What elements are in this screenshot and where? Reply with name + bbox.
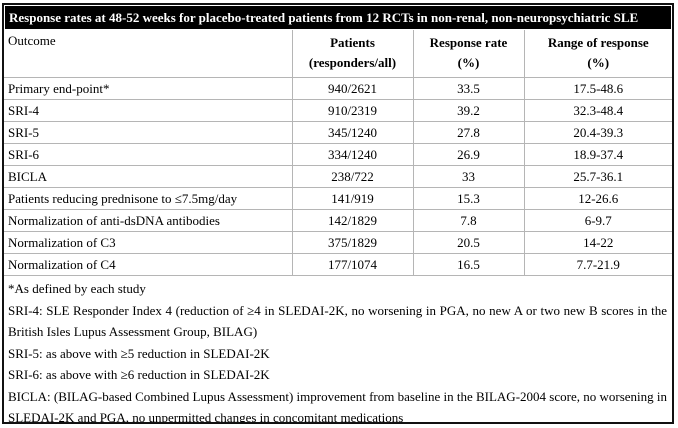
footnote-sri5: SRI-5: as above with ≥5 reduction in SLE…	[8, 345, 270, 361]
table-row: Patients reducing prednisone to ≤7.5mg/d…	[4, 187, 672, 210]
table-row: Normalization of C4 177/1074 16.5 7.7-21…	[4, 253, 672, 276]
table-container: Response rates at 48-52 weeks for placeb…	[2, 3, 674, 424]
column-header-unit: (%)	[457, 55, 480, 70]
patients-cell: 345/1240	[292, 121, 414, 144]
table-row: SRI-4 910/2319 39.2 32.3-48.4	[4, 99, 672, 122]
response-rate-cell: 26.9	[413, 143, 525, 166]
outcome-cell: Normalization of C3	[4, 231, 293, 254]
table-row: Primary end-point* 940/2621 33.5 17.5-48…	[4, 77, 672, 100]
patients-cell: 141/919	[292, 187, 414, 210]
column-header-label: Response rate	[429, 35, 508, 50]
column-header-unit: (responders/all)	[308, 55, 397, 70]
footnote-bicla: BICLA: (BILAG-based Combined Lupus Asses…	[8, 388, 667, 424]
patients-cell: 334/1240	[292, 143, 414, 166]
patients-cell: 238/722	[292, 165, 414, 188]
footnote-asterisk: *As defined by each study	[8, 281, 146, 296]
table-row: SRI-5 345/1240 27.8 20.4-39.3	[4, 121, 672, 144]
outcome-cell: Primary end-point*	[4, 77, 293, 100]
range-cell: 25.7-36.1	[524, 165, 672, 188]
header-row: Outcome Patients (responders/all) Respon…	[4, 30, 672, 78]
table-row: BICLA 238/722 33 25.7-36.1	[4, 165, 672, 188]
outcome-cell: Normalization of C4	[4, 253, 293, 276]
patients-cell: 375/1829	[292, 231, 414, 254]
column-header-outcome: Outcome	[4, 30, 293, 78]
outcome-cell: SRI-4	[4, 99, 293, 122]
response-rate-cell: 7.8	[413, 209, 525, 232]
range-cell: 17.5-48.6	[524, 77, 672, 100]
outcome-cell: BICLA	[4, 165, 293, 188]
response-rate-cell: 33.5	[413, 77, 525, 100]
range-cell: 6-9.7	[524, 209, 672, 232]
table-row: SRI-6 334/1240 26.9 18.9-37.4	[4, 143, 672, 166]
range-cell: 18.9-37.4	[524, 143, 672, 166]
table-row: Normalization of anti-dsDNA antibodies 1…	[4, 209, 672, 232]
patients-cell: 142/1829	[292, 209, 414, 232]
footnotes-section: *As defined by each study SRI-4: SLE Res…	[4, 276, 672, 424]
range-cell: 7.7-21.9	[524, 253, 672, 276]
response-rate-cell: 15.3	[413, 187, 525, 210]
outcome-cell: SRI-5	[4, 121, 293, 144]
response-rate-cell: 27.8	[413, 121, 525, 144]
outcome-cell: Patients reducing prednisone to ≤7.5mg/d…	[4, 187, 293, 210]
column-header-unit: (%)	[587, 55, 610, 70]
range-cell: 12-26.6	[524, 187, 672, 210]
column-header-response-rate: Response rate (%)	[413, 30, 525, 78]
patients-cell: 177/1074	[292, 253, 414, 276]
response-rate-cell: 33	[413, 165, 525, 188]
column-header-patients: Patients (responders/all)	[292, 30, 414, 78]
response-rate-table: Outcome Patients (responders/all) Respon…	[4, 30, 672, 276]
range-cell: 32.3-48.4	[524, 99, 672, 122]
footnote-sri6: SRI-6: as above with ≥6 reduction in SLE…	[8, 367, 270, 382]
range-cell: 20.4-39.3	[524, 121, 672, 144]
response-rate-cell: 39.2	[413, 99, 525, 122]
table-row: Normalization of C3 375/1829 20.5 14-22	[4, 231, 672, 254]
column-header-range: Range of response (%)	[524, 30, 672, 78]
column-header-label: Range of response	[547, 35, 649, 50]
column-header-label: Outcome	[8, 33, 56, 48]
outcome-cell: Normalization of anti-dsDNA antibodies	[4, 209, 293, 232]
response-rate-cell: 20.5	[413, 231, 525, 254]
column-header-label: Patients	[330, 35, 375, 50]
footnote-sri4: SRI-4: SLE Responder Index 4 (reduction …	[8, 302, 667, 340]
table-title-bar: Response rates at 48-52 weeks for placeb…	[5, 6, 671, 29]
outcome-cell: SRI-6	[4, 143, 293, 166]
patients-cell: 940/2621	[292, 77, 414, 100]
response-rate-cell: 16.5	[413, 253, 525, 276]
range-cell: 14-22	[524, 231, 672, 254]
patients-cell: 910/2319	[292, 99, 414, 122]
